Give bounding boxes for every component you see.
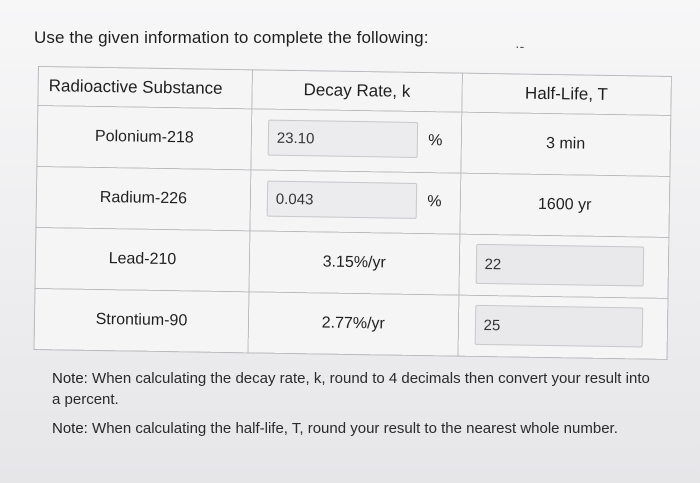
header-decay-rate: Decay Rate, k: [251, 69, 463, 113]
decay-rate-cell: %: [249, 169, 461, 235]
decay-table: Radioactive Substance Decay Rate, k Half…: [34, 66, 672, 360]
substance-label: Polonium-218: [94, 127, 194, 147]
substance-cell: Strontium-90: [34, 288, 249, 353]
half-life-value: 1600 yr: [537, 195, 592, 214]
decay-rate-cell: 2.77%/yr: [247, 291, 459, 357]
half-life-input[interactable]: [474, 304, 643, 348]
note-text: When calculating the half-life, T, round…: [92, 420, 618, 437]
header-half-life: Half-Life, T: [461, 73, 672, 116]
half-life-value: 3 min: [545, 134, 586, 153]
decay-rate-input[interactable]: [266, 180, 418, 219]
table-row: Lead-210 3.15%/yr: [35, 227, 669, 299]
note-label: Note:: [52, 420, 88, 437]
substance-cell: Lead-210: [35, 227, 250, 292]
decay-rate-cell: %: [250, 108, 462, 174]
half-life-cell: 1600 yr: [459, 173, 670, 238]
decay-rate-value: 2.77%/yr: [321, 314, 385, 333]
note-decay-rate: Note: When calculating the decay rate, k…: [52, 368, 652, 410]
substance-label: Strontium-90: [95, 310, 188, 330]
decay-rate-value: 3.15%/yr: [322, 253, 386, 272]
decay-rate-cell: 3.15%/yr: [248, 230, 460, 296]
substance-cell: Polonium-218: [36, 105, 252, 170]
substance-cell: Radium-226: [35, 166, 251, 231]
half-life-input[interactable]: [475, 243, 644, 287]
header-substance: Radioactive Substance: [37, 66, 253, 109]
table-row: Radium-226 % 1600 yr: [35, 166, 670, 238]
substance-label: Radium-226: [99, 188, 188, 208]
percent-unit: %: [428, 132, 443, 150]
half-life-cell: [457, 295, 668, 360]
decay-rate-input[interactable]: [267, 119, 419, 158]
note-text: When calculating the decay rate, k, roun…: [52, 370, 650, 408]
table-row: Strontium-90 2.77%/yr: [34, 288, 668, 360]
substance-label: Lead-210: [108, 250, 177, 269]
stray-mark: ·‑: [515, 38, 525, 54]
half-life-cell: 3 min: [460, 112, 671, 177]
instruction-text: Use the given information to complete th…: [34, 28, 429, 47]
percent-unit: %: [427, 193, 442, 211]
half-life-cell: [458, 234, 669, 299]
note-half-life: Note: When calculating the half-life, T,…: [52, 418, 652, 439]
note-label: Note:: [52, 370, 88, 387]
table-row: Polonium-218 % 3 min: [36, 105, 671, 177]
